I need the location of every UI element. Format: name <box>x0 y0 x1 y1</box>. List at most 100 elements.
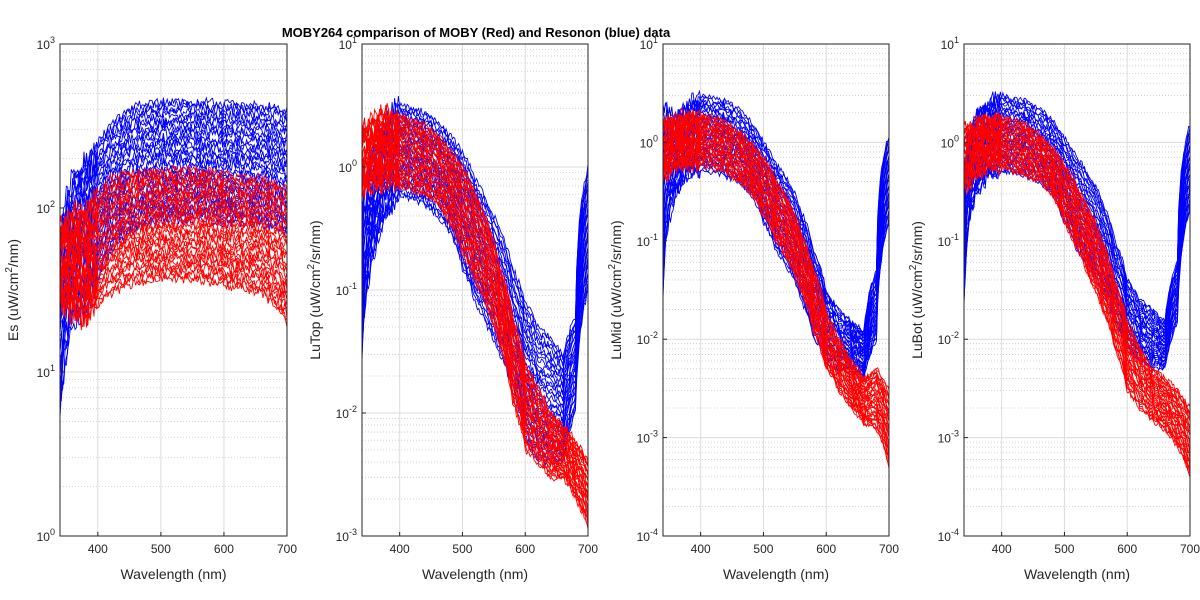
chart1-trace <box>59 252 288 311</box>
chart4-axes: 400 500 600 700 10-4 10-3 10-2 10-1 100 101 Wavele… <box>908 35 1200 582</box>
chart4-trace <box>963 91 1191 323</box>
chart3-trace <box>662 136 890 437</box>
chart4-trace <box>963 119 1191 421</box>
chart2-trace <box>361 135 589 494</box>
chart1-trace <box>59 131 288 278</box>
chart1-trace <box>59 135 288 286</box>
chart4-trace <box>963 140 1191 355</box>
chart4-trace <box>963 151 1191 464</box>
chart1-trace <box>59 164 288 237</box>
chart4-trace <box>963 117 1191 417</box>
chart4-x-axis-label: Wavelength (nm) <box>1024 566 1130 582</box>
chart3-y-tick-label: 10-3 <box>637 429 658 446</box>
chart4-y-tick-label: 10-1 <box>938 232 959 249</box>
chart1-trace <box>59 127 288 270</box>
chart3-x-axis-label: Wavelength (nm) <box>723 566 829 582</box>
chart3-axes: 400 500 600 700 10-4 10-3 10-2 10-1 100 101 Wavele… <box>607 35 899 582</box>
chart3-x-tick-label: 500 <box>753 542 773 556</box>
chart3-trace <box>662 129 890 427</box>
chart2-trace <box>361 125 589 479</box>
chart1-trace <box>59 106 288 245</box>
chart2-x-tick-label: 600 <box>515 542 535 556</box>
chart1-trace <box>59 138 288 294</box>
chart1-trace <box>59 118 288 269</box>
chart2-trace <box>361 98 589 359</box>
chart1-trace <box>59 197 288 259</box>
chart1-trace <box>59 101 288 240</box>
chart2-x-tick-label: 700 <box>578 542 598 556</box>
chart1-series-red <box>59 164 288 331</box>
chart2-axes: 400 500 600 700 10-3 10-2 10-1 100 101 Wavelength… <box>306 35 598 582</box>
chart2-trace <box>361 104 589 466</box>
chart1-trace <box>59 263 288 322</box>
chart1-axes: 400 500 600 700 100 101 102 103 Wavelength (nm) E… <box>4 35 297 582</box>
chart2-trace <box>361 132 589 490</box>
chart1-trace <box>59 112 288 261</box>
chart4-trace <box>963 131 1191 441</box>
chart2-trace <box>361 143 589 498</box>
chart2-y-tick-label: 100 <box>339 158 357 175</box>
chart4-trace <box>963 129 1191 436</box>
chart1-trace <box>59 208 288 268</box>
chart3-y-tick-label: 10-4 <box>637 527 658 544</box>
chart3-trace <box>662 153 890 464</box>
chart4-x-tick-label: 500 <box>1054 542 1074 556</box>
chart1-x-axis-label: Wavelength (nm) <box>120 566 226 582</box>
chart1-trace <box>59 142 288 302</box>
chart4-trace <box>963 141 1191 455</box>
chart3-trace <box>662 146 890 372</box>
chart4-trace <box>963 103 1191 332</box>
chart4-series-red <box>963 110 1191 478</box>
chart2-y-axis-label: LuTop (uW/cm2/sr/nm) <box>306 220 323 359</box>
chart2-trace <box>361 103 589 463</box>
chart3-y-tick-label: 10-1 <box>637 232 658 249</box>
chart3-axes-box <box>662 43 890 537</box>
chart2-x-axis-label: Wavelength (nm) <box>422 566 528 582</box>
chart4-trace <box>963 145 1191 459</box>
chart2-y-tick-label: 101 <box>339 35 357 52</box>
chart3-y-tick-label: 100 <box>640 133 658 150</box>
chart1-x-tick-label: 700 <box>277 542 297 556</box>
chart2-trace <box>361 147 589 501</box>
chart1-trace <box>59 96 288 223</box>
chart1-trace <box>59 123 288 266</box>
chart4-y-tick-label: 10-4 <box>938 527 959 544</box>
chart1-y-tick-label: 103 <box>37 35 55 52</box>
chart2-trace <box>361 172 589 524</box>
chart3-x-tick-label: 400 <box>691 542 711 556</box>
chart3-series-red <box>662 106 890 469</box>
chart3-y-tick-label: 10-2 <box>637 330 658 347</box>
chart4-axes-box <box>963 43 1191 537</box>
chart1-trace <box>59 244 288 303</box>
chart3-y-axis-label: LuMid (uW/cm2/sr/nm) <box>607 220 624 359</box>
chart1-trace <box>59 223 288 283</box>
chart3-trace <box>662 151 890 458</box>
chart1-x-tick-label: 500 <box>151 542 171 556</box>
chart4-x-tick-label: 400 <box>992 542 1012 556</box>
chart4-x-tick-label: 700 <box>1180 542 1200 556</box>
chart4-trace <box>963 110 1191 407</box>
chart3-trace <box>662 89 890 334</box>
chart1-y-tick-label: 102 <box>37 199 55 216</box>
chart2-x-tick-label: 500 <box>452 542 472 556</box>
chart2-trace <box>361 160 589 515</box>
chart1-trace <box>59 213 288 272</box>
chart2-trace <box>361 113 589 472</box>
chart2-y-tick-label: 10-1 <box>336 281 357 298</box>
chart3-x-tick-label: 700 <box>879 542 899 556</box>
chart1-x-tick-label: 400 <box>88 542 108 556</box>
chart4-y-axis-label: LuBot (uW/cm2/sr/nm) <box>908 221 925 359</box>
chart1-trace <box>59 98 288 235</box>
chart4-y-tick-label: 101 <box>941 35 959 52</box>
chart3-trace <box>662 125 890 422</box>
chart1-y-tick-label: 100 <box>37 527 55 544</box>
chart4-y-tick-label: 10-2 <box>938 330 959 347</box>
chart1-trace <box>59 234 288 292</box>
chart1-trace <box>59 120 288 258</box>
chart4-trace <box>963 91 1191 325</box>
chart3-x-tick-label: 600 <box>816 542 836 556</box>
chart3-trace <box>662 109 890 391</box>
chart4-trace <box>963 113 1191 413</box>
chart1-x-tick-label: 600 <box>214 542 234 556</box>
chart1-trace <box>59 177 288 244</box>
